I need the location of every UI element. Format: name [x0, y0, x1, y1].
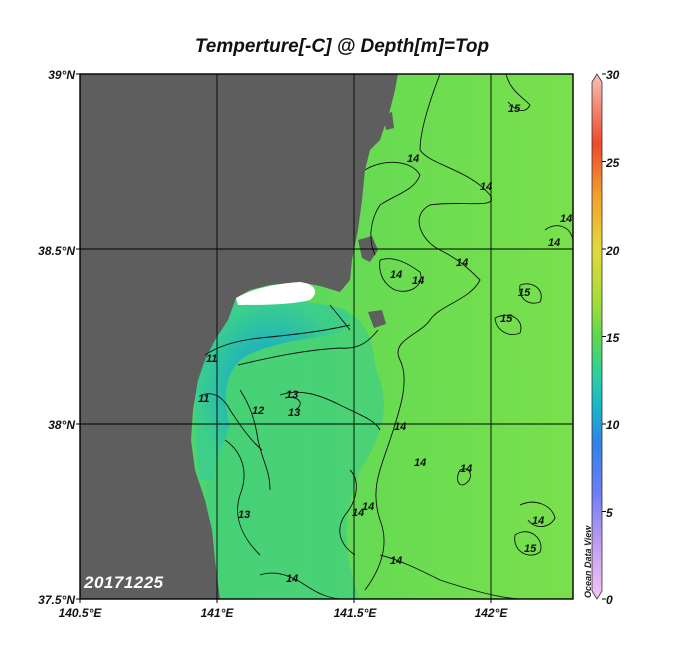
contour-label: 14 [286, 573, 298, 585]
isotherm-12 [239, 389, 271, 491]
axis-ticks [76, 73, 492, 603]
contour-label: 14 [362, 501, 374, 513]
contour-label: 14 [414, 457, 426, 469]
colorbar [591, 73, 606, 600]
no-data-area [236, 282, 316, 305]
contour-label: 11 [206, 353, 217, 365]
isotherm-13-south [224, 439, 261, 556]
contour-label: 12 [252, 405, 264, 417]
ocean-data-view-watermark: Ocean Data View [583, 525, 593, 598]
isotherm-15-loop-c [514, 531, 542, 556]
mid-temperature-band [200, 307, 384, 599]
lat-label-37-5n: 37.5°N [38, 593, 75, 607]
contour-label: 14 [394, 421, 406, 433]
land-island [383, 112, 394, 130]
map-plot-area: 15 14 14 14 14 14 14 14 15 15 11 11 12 1… [80, 74, 573, 599]
isotherm-14-main [364, 74, 493, 591]
colorbar-tick-10: 10 [606, 418, 620, 432]
contour-label: 14 [560, 213, 572, 225]
lon-label-140-5e: 140.5°E [58, 606, 102, 620]
isotherm-14-loop-b [457, 468, 471, 486]
colorbar-tick-5: 5 [606, 506, 613, 520]
colorbar-tick-25: 25 [606, 156, 620, 170]
colorbar-body [591, 73, 603, 600]
contour-label: 15 [508, 103, 521, 115]
contour-label: 15 [518, 287, 531, 299]
contour-label: 14 [460, 463, 472, 475]
isotherm-14-west [339, 469, 357, 556]
lon-label-142e: 142°E [474, 606, 508, 620]
contour-label: 13 [238, 509, 250, 521]
isotherm-15-north [505, 74, 531, 112]
contour-label: 14 [390, 269, 402, 281]
contour-label: 14 [412, 275, 424, 287]
isotherm-14-east [544, 225, 573, 241]
date-stamp: 20171225 [84, 573, 164, 592]
contour-label: 14 [407, 153, 419, 165]
lon-label-141e: 141°E [200, 606, 234, 620]
isotherm-14-se [379, 554, 521, 599]
contour-label: 13 [288, 407, 300, 419]
isotherm-lines [201, 74, 573, 599]
contour-label: 13 [286, 389, 298, 401]
isotherm-11 [204, 324, 351, 356]
contour-label: 15 [524, 543, 537, 555]
isotherm-13 [279, 391, 381, 431]
colorbar-tick-15: 15 [606, 331, 620, 345]
lon-label-141-5e: 141.5°E [333, 606, 377, 620]
map-title: Temperture[-C] @ Depth[m]=Top [194, 36, 490, 57]
lat-label-38n: 38°N [48, 418, 75, 432]
isotherm-14-loop-c [519, 501, 556, 527]
colorbar-tick-20: 20 [606, 244, 620, 258]
contour-label: 14 [352, 507, 364, 519]
contour-label: 15 [500, 313, 513, 325]
contour-label: 14 [548, 237, 560, 249]
land-island [368, 310, 386, 328]
colorbar-tick-0: 0 [606, 593, 613, 607]
isotherm-13-loop [284, 397, 301, 411]
contour-label: 11 [198, 393, 209, 405]
land-mass [80, 74, 398, 599]
lat-label-39n: 39°N [48, 68, 75, 82]
isotherm-15-loop-a [519, 283, 542, 304]
isotherm-15-loop-b [494, 314, 522, 335]
isotherm-14-south [259, 572, 341, 599]
isotherm-14-loop [379, 258, 422, 292]
map-frame [79, 73, 574, 600]
cold-coastal-water [195, 300, 350, 480]
contour-label: 14 [456, 257, 468, 269]
contour-label: 14 [390, 555, 402, 567]
contour-label: 14 [480, 181, 492, 193]
isotherm-11-south [201, 393, 263, 451]
isotherm-12-north [237, 329, 379, 366]
isotherm-13-bay [329, 304, 351, 331]
colorbar-tick-30: 30 [606, 68, 620, 82]
contour-label: 14 [532, 515, 544, 527]
isotherm-14-inner [364, 161, 421, 256]
lat-label-38-5n: 38.5°N [38, 244, 75, 258]
graticule [80, 74, 573, 599]
